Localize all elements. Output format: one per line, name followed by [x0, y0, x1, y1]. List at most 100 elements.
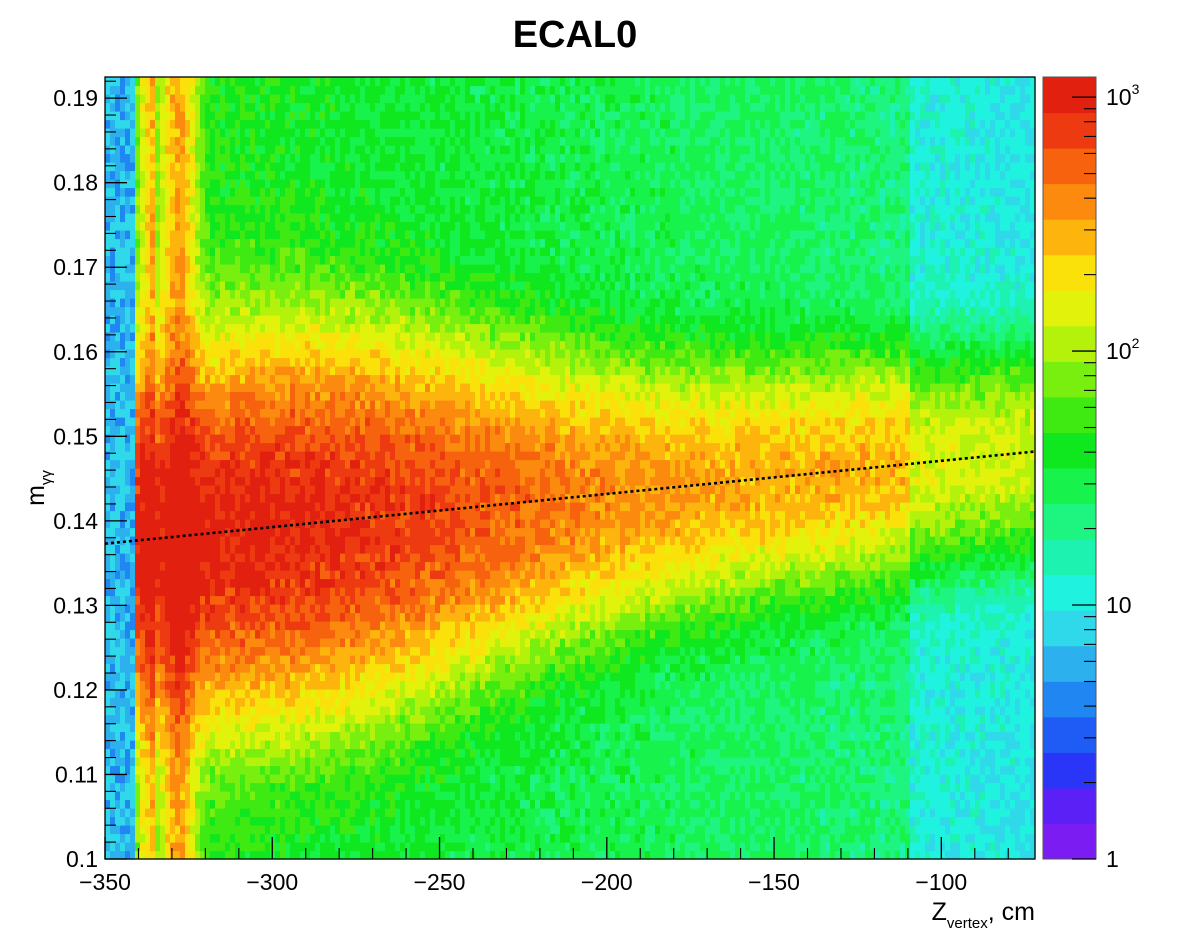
heatmap-cell: [220, 408, 226, 418]
heatmap-cell: [235, 604, 241, 614]
heatmap-cell: [140, 706, 146, 716]
heatmap-cell: [365, 561, 371, 571]
heatmap-cell: [120, 791, 126, 801]
heatmap-cell: [285, 697, 291, 707]
heatmap-cell: [190, 85, 196, 95]
heatmap-cell: [355, 459, 361, 469]
heatmap-cell: [195, 400, 201, 410]
heatmap-cell: [295, 663, 301, 673]
heatmap-cell: [290, 238, 296, 248]
heatmap-cell: [325, 527, 331, 537]
heatmap-cell: [185, 493, 191, 503]
heatmap-cell: [270, 646, 276, 656]
heatmap-cell: [305, 264, 311, 274]
heatmap-cell: [180, 825, 186, 835]
heatmap-cell: [250, 578, 256, 588]
heatmap-cell: [190, 391, 196, 401]
heatmap-cell: [175, 527, 181, 537]
heatmap-cell: [160, 366, 166, 376]
heatmap-cell: [355, 442, 361, 452]
heatmap-cell: [265, 281, 271, 291]
heatmap-cell: [320, 383, 326, 393]
heatmap-cell: [150, 757, 156, 767]
heatmap-cell: [135, 434, 141, 444]
heatmap-cell: [235, 366, 241, 376]
heatmap-cell: [145, 706, 151, 716]
heatmap-cell: [230, 230, 236, 240]
heatmap-cell: [165, 553, 171, 563]
heatmap-cell: [260, 408, 266, 418]
heatmap-cell: [145, 383, 151, 393]
heatmap-cell: [245, 272, 251, 282]
heatmap-cell: [245, 111, 251, 121]
heatmap-cell: [350, 663, 356, 673]
heatmap-cell: [360, 94, 366, 104]
heatmap-cell: [205, 493, 211, 503]
heatmap-cell: [115, 213, 121, 223]
heatmap-cell: [210, 77, 216, 87]
heatmap-cell: [220, 527, 226, 537]
heatmap-cell: [320, 604, 326, 614]
heatmap-cell: [170, 196, 176, 206]
heatmap-cell: [305, 459, 311, 469]
heatmap-cell: [225, 366, 231, 376]
heatmap-cell: [245, 349, 251, 359]
heatmap-cell: [210, 357, 216, 367]
heatmap-cell: [295, 298, 301, 308]
heatmap-cell: [225, 451, 231, 461]
heatmap-cell: [305, 374, 311, 384]
heatmap-cell: [345, 527, 351, 537]
heatmap-cell: [125, 434, 131, 444]
heatmap-cell: [285, 689, 291, 699]
heatmap-cell: [245, 451, 251, 461]
heatmap-cell: [255, 842, 261, 852]
heatmap-cell: [170, 816, 176, 826]
heatmap-cell: [275, 94, 281, 104]
heatmap-cell: [130, 315, 136, 325]
heatmap-cell: [105, 799, 111, 809]
heatmap-cell: [370, 536, 376, 546]
heatmap-cell: [165, 493, 171, 503]
heatmap-cell: [280, 196, 286, 206]
heatmap-cell: [205, 442, 211, 452]
heatmap-cell: [265, 145, 271, 155]
heatmap-cell: [360, 748, 366, 758]
heatmap-cell: [360, 204, 366, 214]
heatmap-cell: [300, 570, 306, 580]
heatmap-cell: [310, 213, 316, 223]
heatmap-cell: [300, 553, 306, 563]
heatmap-cell: [210, 468, 216, 478]
heatmap-cell: [130, 85, 136, 95]
heatmap-cell: [150, 510, 156, 520]
heatmap-cell: [360, 570, 366, 580]
heatmap-cell: [230, 850, 236, 860]
heatmap-cell: [275, 77, 281, 87]
heatmap-cell: [360, 774, 366, 784]
heatmap-cell: [335, 476, 341, 486]
heatmap-cell: [110, 561, 116, 571]
heatmap-cell: [300, 238, 306, 248]
heatmap-cell: [360, 655, 366, 665]
heatmap-cell: [170, 570, 176, 580]
heatmap-cell: [240, 544, 246, 554]
heatmap-cell: [135, 459, 141, 469]
heatmap-cell: [230, 655, 236, 665]
heatmap-cell: [275, 196, 281, 206]
heatmap-cell: [335, 306, 341, 316]
heatmap-cell: [330, 714, 336, 724]
heatmap-cell: [250, 604, 256, 614]
heatmap-cell: [295, 221, 301, 231]
heatmap-cell: [245, 578, 251, 588]
heatmap-cell: [260, 94, 266, 104]
heatmap-cell: [365, 502, 371, 512]
heatmap-cell: [275, 646, 281, 656]
heatmap-cell: [115, 842, 121, 852]
heatmap-cell: [245, 595, 251, 605]
heatmap-cell: [135, 332, 141, 342]
heatmap-cell: [230, 255, 236, 265]
heatmap-cell: [270, 527, 276, 537]
heatmap-cell: [150, 196, 156, 206]
heatmap-cell: [115, 468, 121, 478]
heatmap-cell: [275, 757, 281, 767]
heatmap-cell: [200, 468, 206, 478]
